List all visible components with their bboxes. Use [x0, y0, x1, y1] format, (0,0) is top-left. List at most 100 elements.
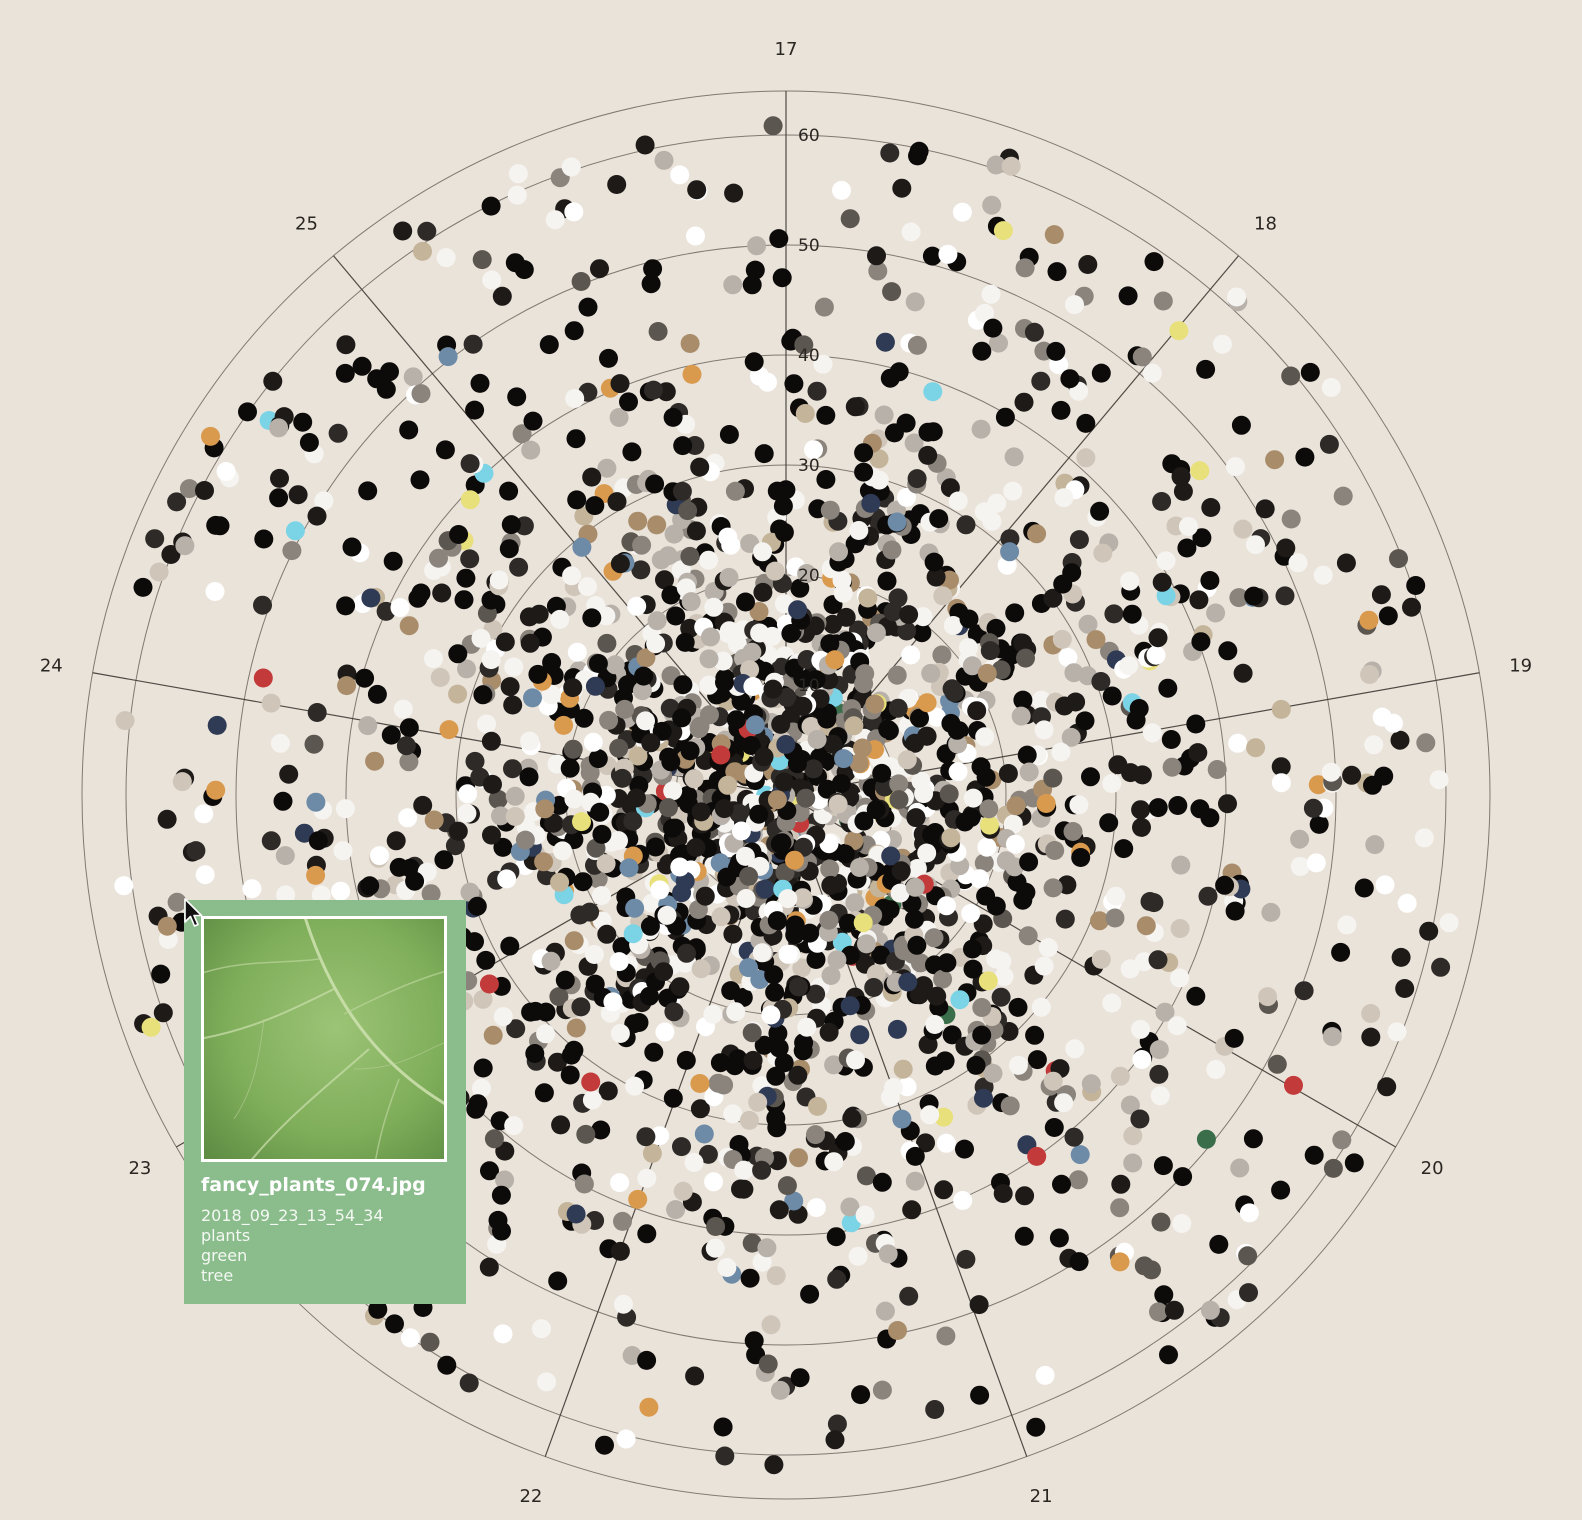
image-dot[interactable] — [636, 648, 656, 668]
image-dot[interactable] — [1036, 794, 1056, 813]
image-dot[interactable] — [650, 880, 670, 900]
image-dot[interactable] — [1284, 1075, 1303, 1095]
image-dot[interactable] — [819, 910, 839, 930]
image-dot[interactable] — [1173, 1167, 1193, 1187]
image-dot[interactable] — [276, 885, 296, 905]
image-dot[interactable] — [1131, 1019, 1150, 1039]
image-dot[interactable] — [956, 515, 976, 535]
image-dot[interactable] — [893, 1059, 913, 1079]
image-dot[interactable] — [691, 802, 711, 822]
image-dot[interactable] — [561, 157, 581, 177]
image-dot[interactable] — [661, 585, 681, 605]
image-dot[interactable] — [979, 799, 999, 819]
image-dot[interactable] — [1015, 258, 1035, 278]
image-dot[interactable] — [157, 916, 177, 936]
image-dot[interactable] — [740, 1268, 760, 1288]
image-dot[interactable] — [1169, 321, 1189, 341]
image-dot[interactable] — [489, 570, 509, 590]
image-dot[interactable] — [796, 788, 816, 808]
image-dot[interactable] — [784, 1191, 804, 1211]
image-dot[interactable] — [672, 708, 692, 728]
image-dot[interactable] — [861, 493, 881, 513]
image-dot[interactable] — [1431, 957, 1451, 977]
image-dot[interactable] — [206, 780, 226, 800]
image-dot[interactable] — [907, 469, 927, 489]
image-dot[interactable] — [907, 935, 927, 955]
image-dot[interactable] — [1126, 710, 1146, 730]
image-dot[interactable] — [1019, 762, 1039, 782]
image-dot[interactable] — [953, 1191, 973, 1210]
image-dot[interactable] — [261, 831, 281, 851]
image-dot[interactable] — [1155, 1002, 1175, 1022]
image-dot[interactable] — [736, 889, 756, 908]
image-dot[interactable] — [749, 804, 769, 824]
image-dot[interactable] — [368, 1299, 388, 1319]
image-dot[interactable] — [269, 418, 289, 438]
image-dot[interactable] — [592, 824, 612, 844]
image-dot[interactable] — [1397, 893, 1417, 913]
image-dot[interactable] — [216, 462, 236, 481]
image-dot[interactable] — [1243, 1129, 1263, 1149]
image-dot[interactable] — [932, 645, 952, 665]
image-dot[interactable] — [875, 332, 895, 352]
image-dot[interactable] — [976, 886, 996, 906]
image-dot[interactable] — [800, 1284, 820, 1304]
image-dot[interactable] — [599, 348, 618, 368]
image-dot[interactable] — [1246, 738, 1266, 758]
image-dot[interactable] — [381, 725, 401, 745]
image-dot[interactable] — [725, 481, 745, 501]
image-dot[interactable] — [744, 352, 764, 372]
image-dot[interactable] — [877, 571, 897, 591]
image-dot[interactable] — [658, 546, 678, 566]
image-dot[interactable] — [902, 1200, 922, 1220]
image-dot[interactable] — [855, 664, 875, 684]
image-dot[interactable] — [1153, 1156, 1173, 1176]
image-dot[interactable] — [884, 423, 904, 443]
image-dot[interactable] — [201, 426, 220, 446]
image-dot[interactable] — [1342, 765, 1362, 785]
image-dot[interactable] — [254, 529, 274, 549]
image-dot[interactable] — [1000, 542, 1020, 562]
image-dot[interactable] — [1190, 461, 1210, 481]
image-dot[interactable] — [752, 1160, 772, 1180]
image-dot[interactable] — [1061, 727, 1081, 747]
image-dot[interactable] — [774, 1053, 794, 1073]
image-dot[interactable] — [542, 685, 561, 705]
image-dot[interactable] — [686, 226, 705, 246]
image-dot[interactable] — [1265, 450, 1285, 470]
image-dot[interactable] — [304, 734, 324, 754]
image-dot[interactable] — [907, 859, 927, 878]
image-dot[interactable] — [505, 807, 525, 826]
image-dot[interactable] — [745, 715, 765, 735]
image-dot[interactable] — [963, 939, 982, 959]
image-dot[interactable] — [884, 1078, 903, 1098]
image-dot[interactable] — [684, 1153, 704, 1172]
image-dot[interactable] — [582, 467, 602, 487]
image-dot[interactable] — [1069, 795, 1089, 815]
image-dot[interactable] — [745, 260, 765, 280]
image-dot[interactable] — [408, 588, 428, 608]
image-dot[interactable] — [1093, 543, 1113, 563]
image-dot[interactable] — [677, 943, 696, 963]
image-dot[interactable] — [773, 496, 793, 516]
image-dot[interactable] — [335, 799, 355, 819]
image-dot[interactable] — [458, 784, 478, 804]
image-dot[interactable] — [448, 644, 468, 664]
image-dot[interactable] — [1150, 1086, 1170, 1106]
image-dot[interactable] — [849, 521, 869, 540]
image-dot[interactable] — [1192, 528, 1212, 548]
image-dot[interactable] — [1226, 457, 1245, 477]
image-dot[interactable] — [646, 634, 666, 654]
image-dot[interactable] — [534, 1083, 554, 1103]
image-dot[interactable] — [1271, 757, 1291, 777]
image-dot[interactable] — [547, 1052, 567, 1072]
image-dot[interactable] — [385, 1314, 404, 1334]
image-dot[interactable] — [868, 261, 888, 281]
image-dot[interactable] — [974, 1088, 993, 1108]
image-dot[interactable] — [853, 913, 873, 933]
image-dot[interactable] — [1043, 1071, 1063, 1091]
image-dot[interactable] — [644, 1042, 664, 1062]
image-dot[interactable] — [871, 945, 891, 965]
image-dot[interactable] — [687, 180, 707, 200]
image-dot[interactable] — [1144, 252, 1164, 272]
